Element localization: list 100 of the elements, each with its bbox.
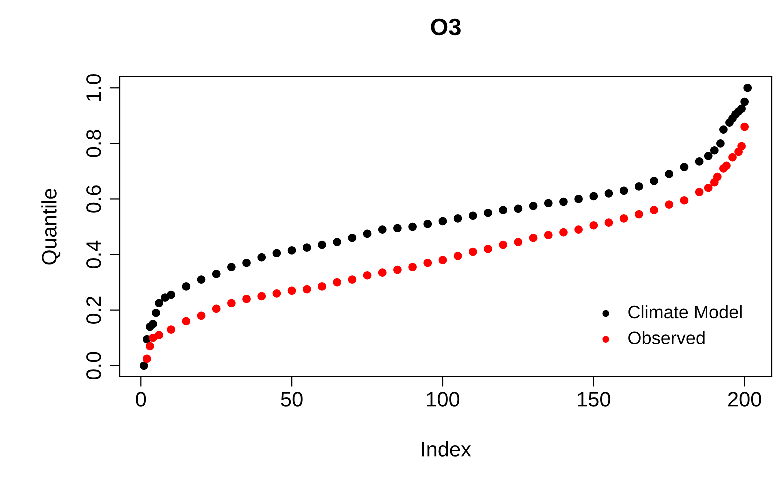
- point: [424, 258, 432, 268]
- point: [272, 249, 282, 258]
- point: [635, 182, 644, 191]
- point: [514, 204, 523, 214]
- point: [720, 126, 728, 134]
- point: [333, 238, 342, 246]
- point: [544, 231, 553, 240]
- point: [242, 295, 251, 304]
- point: [665, 170, 674, 178]
- point: [722, 162, 731, 170]
- point: [182, 317, 191, 326]
- point: [258, 292, 266, 301]
- point: [212, 304, 221, 314]
- point: [288, 286, 296, 296]
- point: [424, 220, 432, 228]
- point: [333, 278, 342, 287]
- point: [704, 152, 713, 160]
- point: [363, 230, 372, 238]
- point: [378, 226, 387, 234]
- point: [620, 186, 628, 196]
- point: [155, 299, 164, 308]
- point: [695, 188, 704, 196]
- point: [680, 163, 689, 172]
- point: [499, 206, 508, 214]
- point: [716, 140, 725, 148]
- point: [728, 153, 737, 162]
- point: [228, 299, 236, 308]
- point: [680, 196, 689, 205]
- point: [695, 158, 704, 166]
- point: [146, 342, 154, 351]
- x-tick-label: 150: [578, 392, 610, 407]
- x-tick-label: 50: [281, 392, 303, 407]
- point: [454, 214, 462, 223]
- point: [152, 308, 160, 318]
- point: [438, 256, 448, 264]
- chart-title: O3: [431, 18, 461, 36]
- point: [484, 245, 492, 254]
- point: [272, 290, 282, 298]
- point: [408, 222, 417, 232]
- x-tick-label: 100: [427, 392, 460, 407]
- point: [499, 240, 508, 250]
- point: [574, 195, 583, 204]
- point: [454, 252, 462, 260]
- point: [740, 122, 749, 132]
- legend-label: Climate Model: [628, 305, 742, 319]
- point: [704, 184, 713, 192]
- point: [143, 354, 152, 364]
- y-tick-label: 1.0: [86, 74, 102, 101]
- point: [149, 320, 158, 328]
- point: [288, 246, 296, 255]
- point: [167, 326, 176, 334]
- point: [714, 172, 722, 182]
- point: [197, 312, 206, 320]
- point: [302, 285, 312, 294]
- point: [469, 212, 478, 220]
- point: [650, 177, 658, 186]
- point: [408, 263, 417, 272]
- point: [155, 331, 164, 340]
- y-tick-label: 0.6: [86, 186, 102, 213]
- point: [394, 224, 402, 233]
- point: [378, 268, 387, 277]
- point: [529, 234, 538, 242]
- point: [590, 192, 598, 201]
- point: [318, 282, 326, 291]
- x-axis-title: Index: [422, 442, 472, 457]
- y-tick-label: 0.8: [86, 130, 102, 158]
- point: [738, 142, 746, 151]
- point: [302, 244, 312, 252]
- point: [635, 210, 644, 219]
- point: [574, 226, 583, 234]
- point: [212, 270, 221, 278]
- point: [348, 234, 357, 242]
- point: [438, 217, 448, 226]
- point: [620, 214, 628, 223]
- point: [560, 228, 568, 237]
- y-tick-label: 0.4: [86, 240, 102, 268]
- x-tick-label: 0: [136, 392, 146, 407]
- point: [604, 190, 614, 198]
- x-tick-label: 200: [728, 392, 762, 407]
- point: [469, 248, 478, 256]
- point: [590, 221, 598, 230]
- point: [744, 84, 752, 92]
- y-tick-label: 0.2: [86, 296, 102, 324]
- point: [348, 276, 357, 284]
- point: [544, 199, 553, 208]
- point: [665, 200, 674, 209]
- point: [650, 206, 658, 214]
- point: [363, 271, 372, 280]
- point: [228, 263, 236, 272]
- point: [318, 240, 326, 250]
- legend-label: Observed: [628, 331, 705, 345]
- point: [182, 282, 191, 291]
- point: [560, 198, 568, 206]
- point: [167, 290, 176, 300]
- y-tick-label: 0.0: [86, 352, 102, 380]
- point: [242, 258, 251, 268]
- point: [394, 266, 402, 274]
- point: [140, 362, 148, 370]
- point: [484, 208, 492, 218]
- point: [710, 146, 719, 155]
